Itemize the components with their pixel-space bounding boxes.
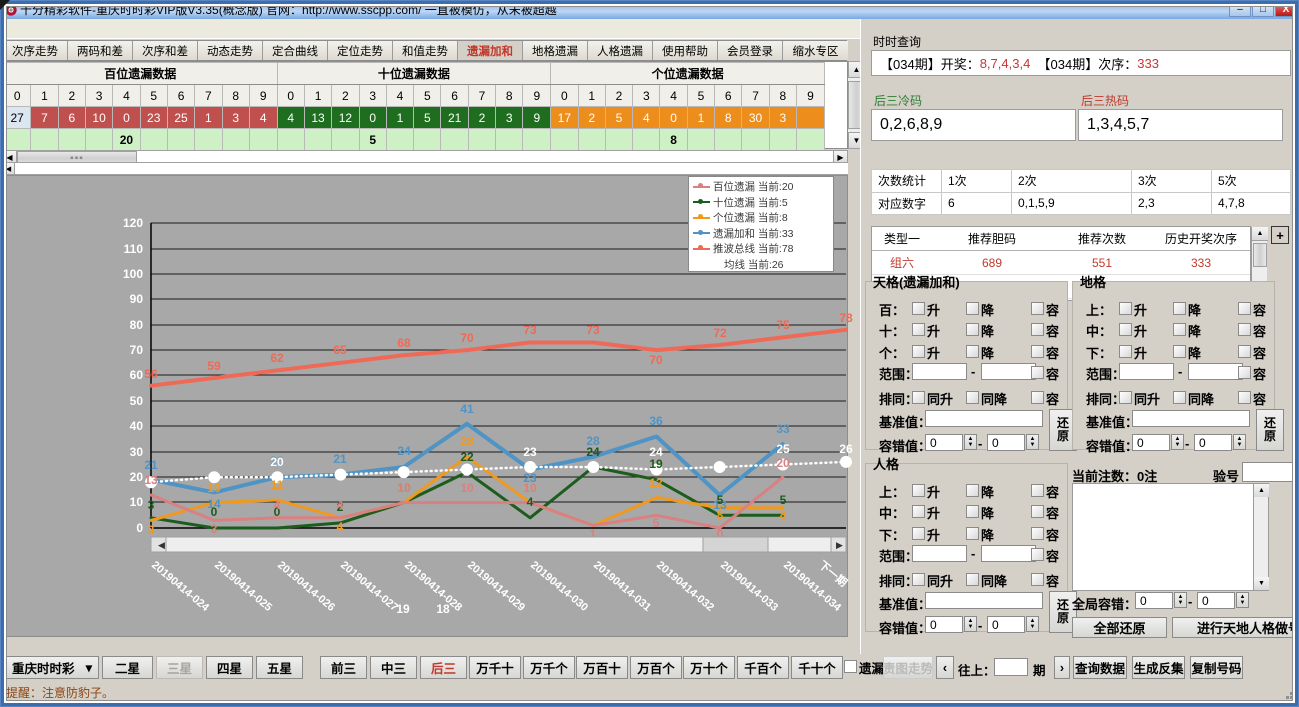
svg-text:▶: ▶ [836, 540, 843, 550]
svg-text:19: 19 [649, 457, 663, 471]
svg-text:20190414-033: 20190414-033 [718, 559, 780, 614]
svg-text:24: 24 [649, 445, 663, 459]
svg-text:8: 8 [717, 508, 724, 522]
svg-text:73: 73 [523, 323, 537, 337]
svg-text:20190414-024: 20190414-024 [149, 559, 212, 614]
svg-text:10: 10 [207, 481, 221, 495]
svg-text:26: 26 [839, 442, 853, 456]
svg-text:4: 4 [337, 520, 344, 534]
svg-text:73: 73 [586, 323, 600, 337]
svg-text:10: 10 [523, 481, 537, 495]
svg-text:20190414-031: 20190414-031 [591, 559, 653, 614]
svg-text:4: 4 [527, 495, 534, 509]
svg-text:13: 13 [144, 473, 158, 487]
svg-text:5: 5 [717, 493, 724, 507]
svg-text:20190414-028: 20190414-028 [402, 559, 464, 614]
svg-text:80: 80 [130, 318, 144, 332]
svg-text:22: 22 [460, 450, 474, 464]
svg-text:8: 8 [780, 508, 787, 522]
svg-text:68: 68 [397, 336, 411, 350]
svg-text:59: 59 [207, 359, 221, 373]
svg-text:4: 4 [274, 498, 281, 512]
svg-text:40: 40 [130, 419, 144, 433]
svg-text:120: 120 [123, 216, 143, 230]
svg-text:5: 5 [653, 516, 660, 530]
svg-text:70: 70 [460, 331, 474, 345]
svg-text:24: 24 [397, 444, 411, 458]
svg-text:25: 25 [776, 442, 790, 456]
svg-text:21: 21 [144, 458, 158, 472]
svg-text:3: 3 [211, 522, 218, 536]
svg-text:10: 10 [397, 481, 411, 495]
svg-text:5: 5 [780, 493, 787, 507]
svg-text:◀: ◀ [158, 540, 165, 550]
svg-text:90: 90 [130, 292, 144, 306]
svg-text:30: 30 [130, 445, 144, 459]
svg-text:20190414-029: 20190414-029 [465, 559, 527, 614]
svg-text:20: 20 [776, 456, 790, 470]
svg-text:0: 0 [211, 505, 218, 519]
svg-text:12: 12 [649, 476, 663, 490]
svg-text:3: 3 [148, 498, 155, 512]
svg-text:62: 62 [270, 351, 284, 365]
svg-text:20: 20 [130, 470, 144, 484]
svg-text:36: 36 [649, 414, 663, 428]
svg-text:20190414-025: 20190414-025 [212, 559, 274, 614]
svg-text:24: 24 [586, 445, 600, 459]
svg-text:110: 110 [124, 242, 144, 256]
svg-text:78: 78 [839, 311, 853, 325]
svg-text:33: 33 [776, 422, 790, 436]
svg-text:75: 75 [776, 318, 790, 332]
svg-text:下一期: 下一期 [816, 558, 850, 590]
svg-text:23: 23 [523, 445, 537, 459]
svg-text:11: 11 [271, 478, 284, 492]
svg-text:3: 3 [148, 523, 155, 537]
svg-text:10: 10 [460, 481, 474, 495]
svg-text:20190414-026: 20190414-026 [275, 559, 337, 614]
svg-text:72: 72 [713, 326, 727, 340]
svg-text:65: 65 [333, 343, 347, 357]
svg-text:100: 100 [123, 267, 143, 281]
svg-text:20190414-027: 20190414-027 [338, 559, 400, 614]
svg-text:41: 41 [460, 402, 474, 416]
svg-text:20: 20 [270, 455, 284, 469]
svg-text:70: 70 [130, 343, 144, 357]
svg-text:20190414-032: 20190414-032 [654, 559, 716, 614]
svg-text:60: 60 [130, 368, 144, 382]
svg-text:50: 50 [130, 394, 144, 408]
svg-text:56: 56 [144, 367, 158, 381]
svg-text:20190414-030: 20190414-030 [528, 559, 590, 614]
svg-text:70: 70 [649, 353, 663, 367]
svg-text:0: 0 [136, 521, 143, 535]
svg-text:28: 28 [460, 434, 474, 448]
svg-text:10: 10 [130, 495, 144, 509]
svg-text:4: 4 [337, 498, 344, 512]
svg-text:21: 21 [333, 452, 347, 466]
